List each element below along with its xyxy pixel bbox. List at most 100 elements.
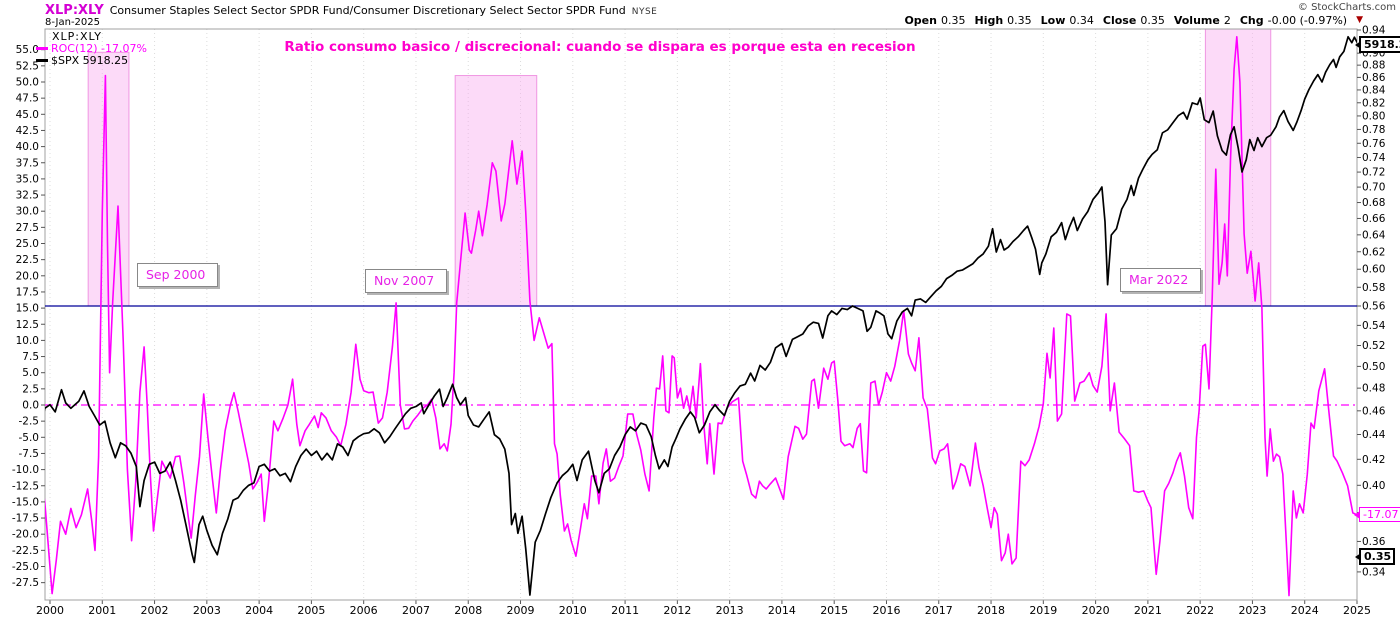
- chart-title-annotation: Ratio consumo basico / discrecional: cua…: [284, 39, 916, 55]
- right-axis-tick-label: 0.34: [1362, 566, 1386, 578]
- right-axis-tick-label: 0.60: [1362, 264, 1385, 276]
- right-axis-tick-label: 0.48: [1362, 383, 1385, 395]
- left-axis-tick-label: 52.5: [16, 60, 39, 72]
- right-axis-tick-label: 0.94: [1362, 25, 1386, 37]
- marker-notch-icon: [1355, 552, 1361, 561]
- right-axis-tick-label: 0.84: [1362, 84, 1386, 96]
- right-axis-tick-label: 0.40: [1362, 480, 1385, 492]
- chart-header: XLP:XLY Consumer Staples Select Sector S…: [45, 3, 657, 18]
- legend-item-roc: ROC(12) -17.07%: [36, 43, 147, 54]
- x-tick-label: 2025: [1343, 604, 1371, 617]
- spx-line: [45, 35, 1357, 596]
- x-tick-label: 2010: [559, 604, 587, 617]
- x-tick-label: 2022: [1186, 604, 1214, 617]
- left-axis-tick-label: 17.5: [16, 286, 39, 298]
- left-axis-tick-label: 27.5: [16, 222, 39, 234]
- left-axis-tick-label: 37.5: [16, 157, 39, 169]
- x-tick-label: 2015: [820, 604, 848, 617]
- x-tick-label: 2006: [350, 604, 378, 617]
- left-axis-tick-label: 40.0: [16, 141, 39, 153]
- left-axis-tick-label: 30.0: [16, 206, 39, 218]
- chart-date: 8-Jan-2025: [45, 17, 100, 28]
- x-tick-label: 2005: [297, 604, 325, 617]
- quote-field-low: Low 0.34: [1041, 14, 1094, 27]
- left-axis-tick-label: -10.0: [12, 464, 39, 476]
- left-axis-tick-label: -5.0: [19, 432, 40, 444]
- x-tick-label: 2000: [36, 604, 64, 617]
- x-tick-label: 2004: [245, 604, 273, 617]
- left-axis-tick-label: -7.5: [19, 448, 40, 460]
- right-axis-tick-label: 0.46: [1362, 405, 1386, 417]
- right-axis-tick-label: 0.78: [1362, 124, 1385, 136]
- recession-band: [1204, 28, 1272, 307]
- quote-field-label: Close: [1102, 14, 1137, 27]
- x-tick-label: 2001: [88, 604, 116, 617]
- x-tick-label: 2008: [454, 604, 482, 617]
- copyright-label: © StockCharts.com: [1297, 2, 1396, 13]
- quote-field-open: Open 0.35: [904, 14, 965, 27]
- x-tick-label: 2012: [663, 604, 691, 617]
- right-axis-tick-label: 0.36: [1362, 536, 1386, 548]
- last-value-marker-xlp-xly: 0.35: [1355, 548, 1396, 566]
- left-axis-tick-label: -20.0: [12, 529, 39, 541]
- annotation-nov-2007: Nov 2007: [365, 269, 448, 293]
- quote-field-label: Low: [1040, 14, 1066, 27]
- right-axis-tick-label: 0.44: [1362, 429, 1386, 441]
- left-axis-tick-label: -2.5: [19, 416, 40, 428]
- left-axis-tick-label: 42.5: [16, 125, 39, 137]
- left-axis-tick-label: 32.5: [16, 190, 39, 202]
- x-tick-label: 2018: [977, 604, 1005, 617]
- left-axis-tick-label: 15.0: [16, 303, 39, 315]
- ticker-symbol: XLP:XLY: [45, 3, 104, 18]
- left-axis-tick-label: -17.5: [12, 513, 39, 525]
- left-axis-tick-label: 47.5: [16, 93, 39, 105]
- quote-field-value: 0.35: [940, 14, 966, 27]
- left-axis-tick-label: 50.0: [16, 77, 39, 89]
- x-tick-label: 2020: [1082, 604, 1110, 617]
- down-triangle-icon: ▼: [1356, 15, 1363, 25]
- left-axis-tick-label: 12.5: [16, 319, 39, 331]
- quote-field-high: High 0.35: [974, 14, 1031, 27]
- legend-roc-label: ROC(12) -17.07%: [51, 42, 147, 55]
- right-axis-tick-label: 0.72: [1362, 167, 1385, 179]
- left-axis-tick-label: 55.0: [16, 44, 39, 56]
- left-axis-tick-label: -25.0: [12, 561, 39, 573]
- marker-notch-icon: [1354, 510, 1360, 519]
- recession-band: [454, 75, 538, 307]
- quote-field-label: Open: [904, 14, 937, 27]
- x-tick-label: 2011: [611, 604, 639, 617]
- left-axis-tick-label: 20.0: [16, 270, 39, 282]
- right-axis-tick-label: 0.66: [1362, 213, 1386, 225]
- x-tick-label: 2009: [507, 604, 535, 617]
- right-axis-tick-label: 0.56: [1362, 301, 1386, 313]
- left-axis-tick-label: 5.0: [22, 367, 39, 379]
- last-value-marker-roc-12-: -17.07: [1354, 507, 1400, 523]
- legend-item-spx: $SPX 5918.25: [36, 55, 147, 66]
- right-axis-tick-label: 0.80: [1362, 110, 1385, 122]
- left-axis-tick-label: -12.5: [12, 480, 39, 492]
- quote-field-label: Volume: [1173, 14, 1220, 27]
- legend-spx-label: $SPX 5918.25: [51, 54, 129, 67]
- x-tick-label: 2007: [402, 604, 430, 617]
- right-axis-tick-label: 0.58: [1362, 282, 1385, 294]
- left-axis-tick-label: 7.5: [22, 351, 39, 363]
- left-axis-tick-label: 35.0: [16, 173, 39, 185]
- marker-notch-icon: [1355, 40, 1361, 49]
- right-axis-tick-label: 0.70: [1362, 182, 1385, 194]
- x-tick-label: 2002: [141, 604, 169, 617]
- right-axis-tick-label: 0.52: [1362, 340, 1385, 352]
- right-axis-tick-label: 0.76: [1362, 138, 1386, 150]
- quote-field-value: 2: [1223, 14, 1231, 27]
- left-axis-tick-label: -22.5: [12, 545, 39, 557]
- left-axis-tick-label: 2.5: [22, 383, 39, 395]
- quote-field-chg: Chg -0.00 (-0.97%): [1240, 14, 1347, 27]
- quote-field-value: -0.00 (-0.97%): [1267, 14, 1348, 27]
- exchange-label: NYSE: [631, 7, 658, 17]
- quote-field-close: Close 0.35: [1103, 14, 1165, 27]
- left-axis-tick-label: -15.0: [12, 496, 39, 508]
- right-axis-tick-label: 0.88: [1362, 60, 1385, 72]
- x-tick-label: 2014: [768, 604, 796, 617]
- roc-line: [45, 36, 1357, 597]
